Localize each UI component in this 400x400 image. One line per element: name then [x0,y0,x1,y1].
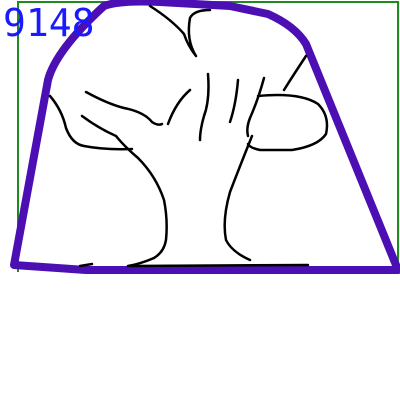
tree-trunk-right [223,134,254,262]
tree-canopy-right [246,54,329,152]
tree-canopy-left [48,94,134,151]
tree-branch-left-upper [84,90,164,126]
tree-branch-left-lower [80,114,140,160]
enclosing-outline [10,0,400,274]
tree-icon [48,4,329,268]
tree-trunk-left [126,156,168,268]
tree-branch-middle [166,72,266,142]
sketch-id-label: 9148 [3,1,95,45]
tree-canopy-top [148,4,212,58]
tree-ground [78,262,310,268]
